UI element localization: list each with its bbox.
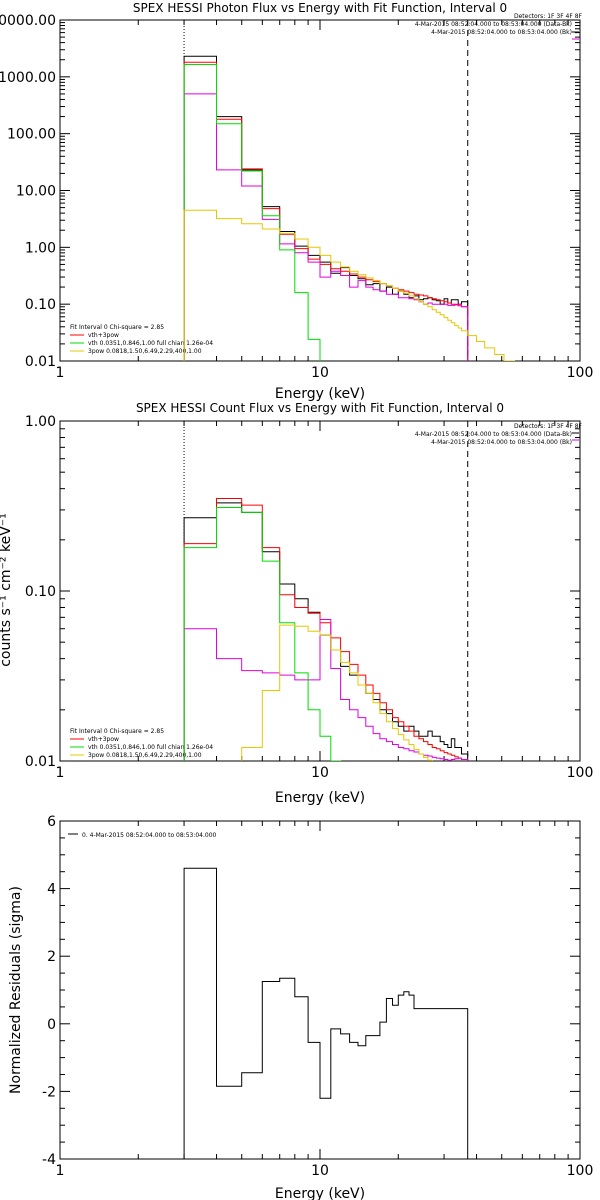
chart2-series-bk: [183, 619, 469, 761]
chart3-xlabel: Energy (keV): [275, 1186, 365, 1200]
chart2-series-pow: [241, 624, 433, 761]
chart3-ytick-label: 4: [47, 882, 56, 898]
chart2-series-total: [183, 498, 469, 761]
chart1-ytick-label: 1.00: [25, 240, 56, 256]
chart1-ytick-label: 100.00: [7, 127, 56, 143]
chart1-series-total: [183, 61, 469, 361]
chart3-ytick-label: -2: [42, 1084, 56, 1100]
chart1-series-bk: [183, 93, 469, 361]
chart1-ytick-label: 0.01: [25, 354, 56, 370]
chart2-xtick-label: 1: [56, 765, 65, 781]
chart2-series-vth: [183, 507, 342, 761]
chart2-legend-top-0: Detectors: 1F 3F 4F 8F: [514, 423, 583, 430]
chart2-series-group: [183, 498, 469, 761]
chart3-legend-top-0: 0. 4-Mar-2015 08:52:04.000 to 08:53:04.0…: [82, 832, 217, 839]
chart1-legend-bottom-0: Fit Interval 0 Chi-square = 2.85: [70, 324, 164, 331]
chart2-ytick-label: 1.00: [25, 414, 56, 430]
chart1-series-pow: [183, 209, 515, 361]
chart1-ytick-label: 0.10: [25, 297, 56, 313]
chart1-series-vth: [183, 64, 321, 361]
chart1-legend-bottom-2: vth 0.0351,0.846,1.00 full chian 1.26e-0…: [88, 340, 213, 347]
chart3-ylabel: Normalized Residuals (sigma): [8, 886, 24, 1094]
chart2-xlabel: Energy (keV): [275, 790, 365, 806]
chart3-ytick-label: 2: [47, 949, 56, 965]
chart1-legend-top-2: 4-Mar-2015 08:52:04.000 to 08:53:04.000 …: [431, 29, 572, 36]
chart1-legend-bottom-1: vth+3pow: [88, 332, 119, 339]
chart2-legend-top-2: 4-Mar-2015 08:52:04.000 to 08:53:04.000 …: [431, 439, 572, 446]
chart1-series-data: [183, 55, 469, 361]
chart2-ytick-label: 0.10: [25, 584, 56, 600]
chart2-legend-bottom-1: vth+3pow: [88, 736, 119, 743]
chart2-legend-top-1: 4-Mar-2015 08:52:04.000 to 08:53:04.000 …: [415, 431, 572, 438]
chart3-xtick-label: 1: [56, 1163, 65, 1179]
chart1-xlabel: Energy (keV): [275, 386, 365, 402]
chart3-series-group: [183, 867, 469, 1159]
chart1-xtick-label: 10: [311, 365, 329, 381]
chart1-legend-top-0: Detectors: 1F 3F 4F 8F: [514, 13, 583, 20]
chart3-xtick-label: 100: [567, 1163, 594, 1179]
chart2-legend-bottom-3: 3pow 0.0818,1.50,6.49,2.29,400,1.00: [88, 752, 202, 759]
chart1-ytick-label: 10000.00: [0, 13, 56, 29]
chart1-frame: [59, 19, 581, 362]
chart2-legend-bottom-2: vth 0.0351,0.846,1.00 full chian 1.26e-0…: [88, 744, 213, 751]
chart1-ytick-label: 10.00: [16, 184, 56, 200]
chart1-ytick-label: 1000.00: [0, 70, 56, 86]
chart3-ytick-label: 0: [47, 1017, 56, 1033]
chart1-title: SPEX HESSI Photon Flux vs Energy with Fi…: [133, 1, 507, 15]
chart3-xtick-label: 10: [311, 1163, 329, 1179]
chart2-ylabel: counts s⁻¹ cm⁻² keV⁻¹: [0, 513, 14, 667]
chart3-ytick-label: -4: [42, 1152, 56, 1168]
chart2-title: SPEX HESSI Count Flux vs Energy with Fit…: [136, 401, 504, 415]
chart3-series-resid: [183, 867, 469, 1159]
chart3-frame: [59, 820, 581, 1160]
chart2-legend-bottom-0: Fit Interval 0 Chi-square = 2.85: [70, 728, 164, 735]
chart1-legend-bottom-3: 3pow 0.0818,1.50,6.49,2.29,400,1.00: [88, 348, 202, 355]
chart1-xtick-label: 1: [56, 365, 65, 381]
chart2-xtick-label: 100: [567, 765, 594, 781]
chart1-legend-top-1: 4-Mar-2015 08:52:04.000 to 08:53:04.000 …: [415, 21, 572, 28]
chart2-ytick-label: 0.01: [25, 754, 56, 770]
chart1-series-group: [183, 55, 515, 361]
chart2-xtick-label: 10: [311, 765, 329, 781]
chart3-ytick-label: 6: [47, 814, 56, 830]
chart1-xtick-label: 100: [567, 365, 594, 381]
